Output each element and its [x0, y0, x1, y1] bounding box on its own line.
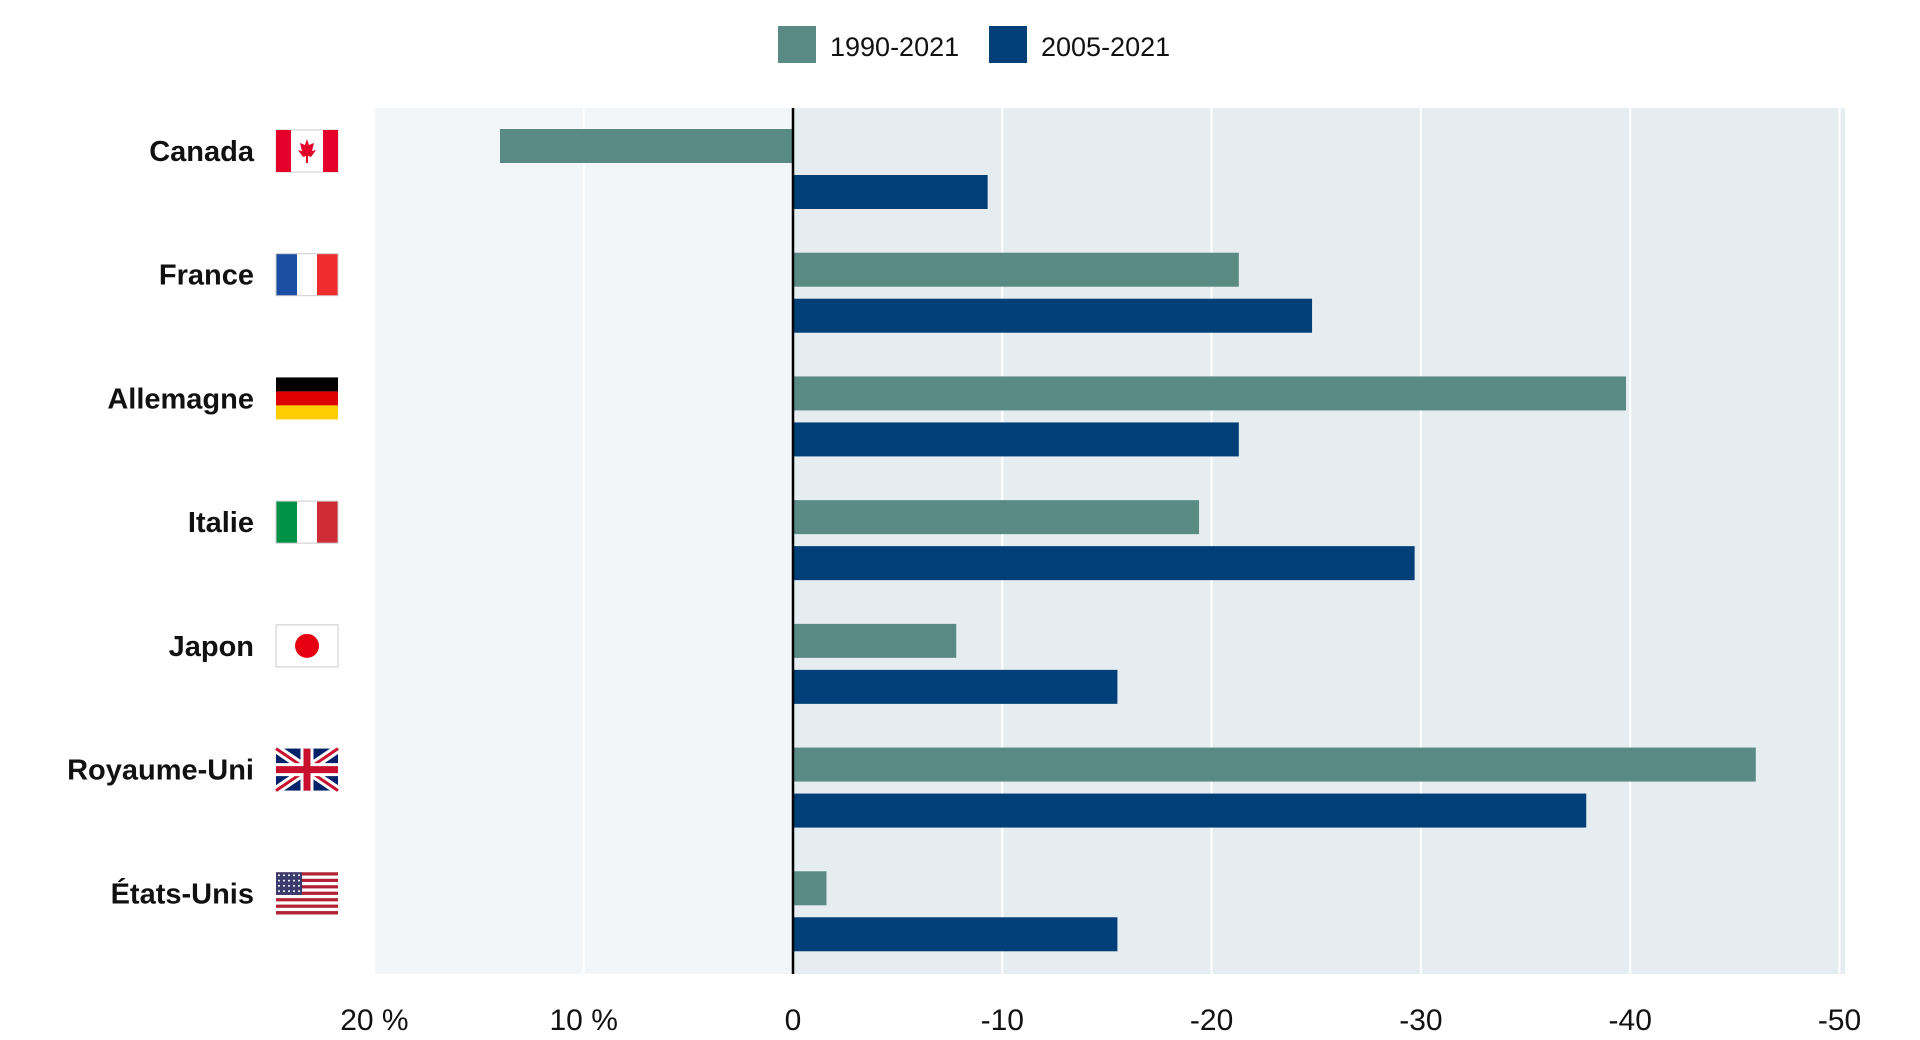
- france-flag-icon: [275, 253, 339, 297]
- bar-1990-2021-Allemagne: [793, 376, 1627, 411]
- bar-2005-2021-Allemagne: [793, 422, 1239, 457]
- legend-label: 2005-2021: [1041, 32, 1170, 62]
- legend-label: 1990-2021: [830, 32, 959, 62]
- bar-1990-2021-Italie: [793, 500, 1200, 535]
- category-label: Japon: [169, 631, 254, 663]
- flags: [273, 129, 341, 915]
- category-label: Royaume-Uni: [67, 755, 254, 787]
- bar-2005-2021-France: [793, 298, 1313, 333]
- bar-2005-2021-Japon: [793, 669, 1118, 704]
- bar-1990-2021-Japon: [793, 623, 957, 658]
- legend-swatch: [778, 26, 816, 63]
- x-tick-label: -40: [1609, 1004, 1652, 1037]
- x-tick-label: 0: [785, 1004, 802, 1037]
- category-label: Canada: [149, 136, 255, 168]
- grid-lines: [582, 108, 1841, 974]
- negative-region: [793, 108, 1845, 974]
- category-label: Allemagne: [107, 383, 254, 415]
- bars: [499, 129, 1756, 952]
- usa-flag-icon: [276, 872, 338, 915]
- x-tick-label: -10: [981, 1004, 1024, 1037]
- italy-flag-icon: [275, 500, 339, 544]
- germany-flag-icon: [276, 377, 338, 420]
- legend: 1990-2021 2005-2021: [778, 26, 1170, 63]
- bar-2005-2021-États-Unis: [793, 917, 1118, 952]
- category-label: Italie: [188, 507, 254, 539]
- bar-1990-2021-Royaume-Uni: [793, 747, 1756, 782]
- bar-1990-2021-Canada: [499, 129, 793, 163]
- canada-flag-icon: [275, 129, 339, 173]
- uk-flag-icon: [273, 744, 341, 795]
- x-tick-labels: 20 % 10 % 0 -10 -20 -30 -40 -50: [340, 1004, 1861, 1037]
- category-label: États-Unis: [111, 876, 254, 910]
- x-tick-label: -30: [1399, 1004, 1442, 1037]
- bar-1990-2021-France: [793, 252, 1239, 287]
- category-label: France: [159, 260, 254, 292]
- bar-2005-2021-Canada: [793, 175, 988, 209]
- category-labels: Canada France Allemagne Italie Japon Royaume-…: [67, 136, 255, 910]
- x-tick-label: -20: [1190, 1004, 1233, 1037]
- legend-swatch: [989, 26, 1027, 63]
- bar-2005-2021-Italie: [793, 546, 1415, 581]
- bar-2005-2021-Royaume-Uni: [793, 793, 1587, 828]
- x-tick-label: 10 %: [550, 1004, 618, 1037]
- plot-background: [375, 108, 1845, 974]
- japan-flag-icon: [275, 624, 339, 668]
- bar-1990-2021-États-Unis: [793, 871, 827, 906]
- x-tick-label: -50: [1818, 1004, 1861, 1037]
- x-tick-label: 20 %: [340, 1004, 408, 1037]
